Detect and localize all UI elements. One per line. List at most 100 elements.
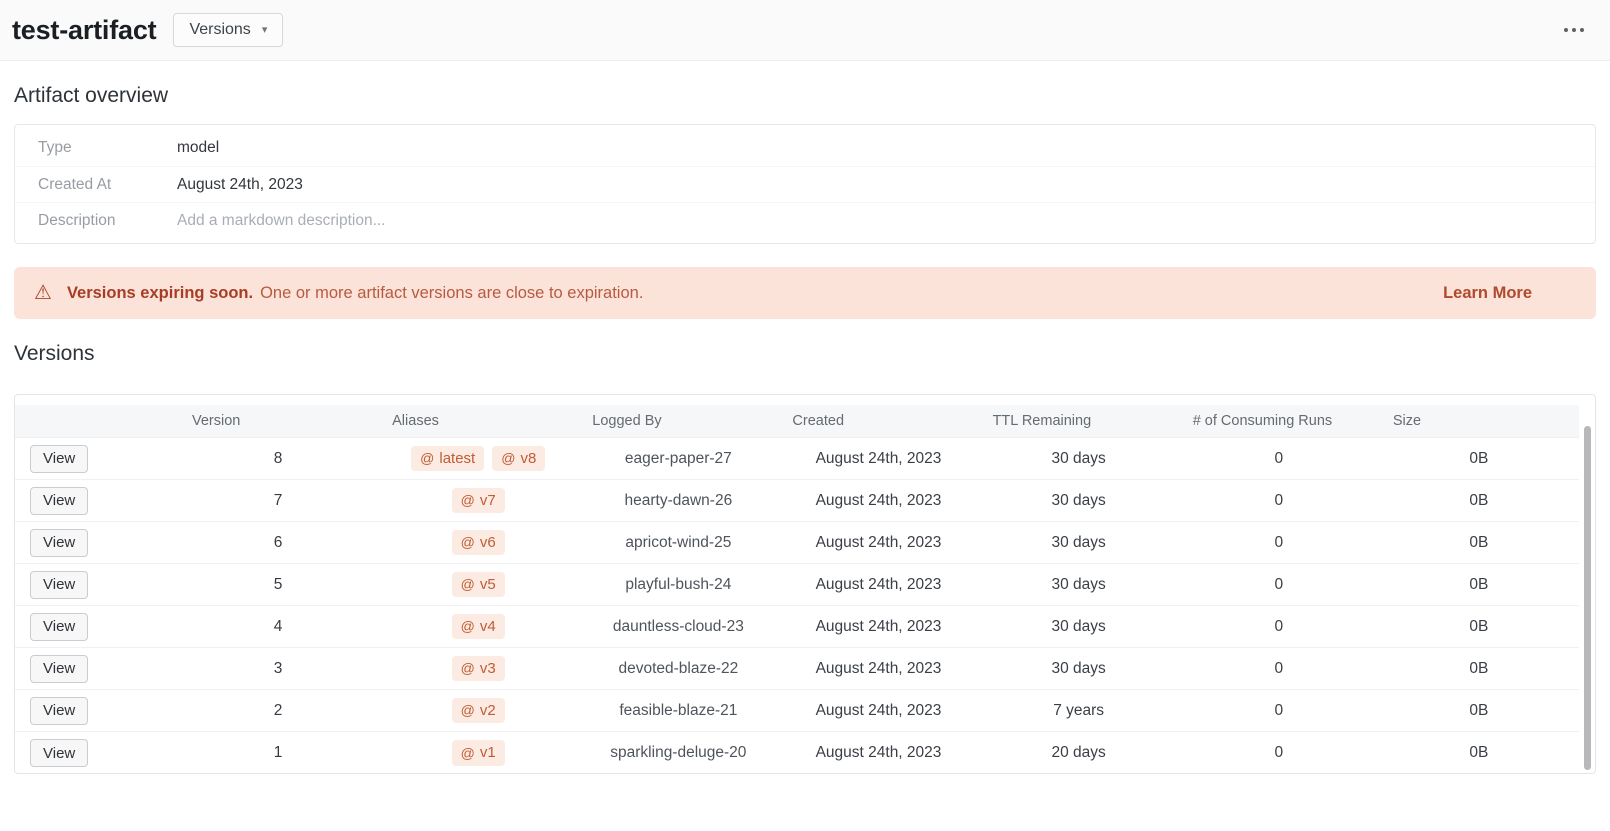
banner-title: Versions expiring soon. <box>66 283 254 302</box>
column-header-consuming-runs: # of Consuming Runs <box>1192 413 1333 429</box>
size-cell: 0B <box>1469 744 1489 761</box>
chevron-down-icon: ▾ <box>261 23 268 36</box>
view-button[interactable]: View <box>30 739 89 767</box>
table-row: View 3 @ v3 devoted-blaze-22 August 24th,… <box>15 648 1579 690</box>
version-cell: 6 <box>273 533 283 551</box>
table-scrollbar[interactable] <box>1584 426 1591 770</box>
type-label: Type <box>38 139 72 156</box>
alias-tag[interactable]: @ v5 <box>451 571 505 598</box>
table-body: View 8 @ latest @ v8 eager-paper-27 August… <box>15 438 1579 774</box>
size-cell: 0B <box>1469 533 1489 551</box>
at-icon: @ <box>460 576 475 593</box>
size-cell: 0B <box>1469 701 1489 719</box>
logged-by-run-link[interactable]: dauntless-cloud-23 <box>612 617 744 635</box>
logged-by-run-link[interactable]: playful-bush-24 <box>625 575 732 593</box>
at-icon: @ <box>460 702 475 719</box>
created-cell: August 24th, 2023 <box>815 449 942 467</box>
consuming-runs-cell: 0 <box>1274 533 1284 551</box>
created-at-label: Created At <box>38 175 112 193</box>
consuming-runs-cell: 0 <box>1274 744 1284 761</box>
size-cell: 0B <box>1469 617 1489 635</box>
view-button[interactable]: View <box>30 612 89 641</box>
ttl-cell: 30 days <box>1051 491 1106 509</box>
expiring-warning-banner: ⚠ Versions expiring soon. One or more ar… <box>14 267 1596 319</box>
column-header-version: Version <box>192 413 241 429</box>
consuming-runs-cell: 0 <box>1274 575 1284 593</box>
created-cell: August 24th, 2023 <box>815 533 942 551</box>
overflow-menu-icon[interactable] <box>1562 20 1586 40</box>
version-cell: 8 <box>273 449 283 467</box>
consuming-runs-cell: 0 <box>1274 701 1284 719</box>
alias-tag[interactable]: @ latest <box>411 445 485 472</box>
logged-by-run-link[interactable]: hearty-dawn-26 <box>624 491 733 509</box>
consuming-runs-cell: 0 <box>1274 617 1284 635</box>
aliases-cell: @ v1 <box>378 740 578 766</box>
created-at-value: August 24th, 2023 <box>177 175 303 193</box>
aliases-cell: @ v2 <box>378 697 578 724</box>
size-cell: 0B <box>1469 659 1489 677</box>
alias-tag[interactable]: @ v4 <box>451 613 505 640</box>
column-header-logged-by: Logged By <box>592 413 662 429</box>
ttl-cell: 30 days <box>1051 449 1106 467</box>
column-header-created: Created <box>792 413 845 429</box>
created-cell: August 24th, 2023 <box>815 659 942 677</box>
logged-by-run-link[interactable]: devoted-blaze-22 <box>618 659 739 677</box>
size-cell: 0B <box>1469 449 1489 467</box>
logged-by-run-link[interactable]: sparkling-deluge-20 <box>610 744 747 761</box>
alias-tag[interactable]: @ v8 <box>492 445 546 472</box>
versions-table: Version Aliases Logged By Created TTL Re… <box>14 394 1596 774</box>
consuming-runs-cell: 0 <box>1274 659 1284 677</box>
overview-card: Type model Created At August 24th, 2023 … <box>14 124 1596 244</box>
learn-more-link[interactable]: Learn More <box>1443 283 1532 302</box>
alias-tag[interactable]: @ v1 <box>451 740 505 766</box>
alias-tag[interactable]: @ v7 <box>451 487 505 514</box>
overview-row-created-at: Created At August 24th, 2023 <box>15 166 1595 202</box>
table-row: View 1 @ v1 sparkling-deluge-20 August 24… <box>15 732 1579 774</box>
description-field[interactable]: Add a markdown description... <box>177 211 386 229</box>
ttl-cell: 20 days <box>1051 744 1106 761</box>
logged-by-run-link[interactable]: eager-paper-27 <box>624 449 732 467</box>
alias-tag[interactable]: @ v2 <box>451 697 505 724</box>
version-cell: 4 <box>273 617 283 635</box>
versions-dropdown-button[interactable]: Versions ▾ <box>173 13 284 47</box>
logged-by-run-link[interactable]: feasible-blaze-21 <box>619 701 738 719</box>
logged-by-run-link[interactable]: apricot-wind-25 <box>625 533 732 551</box>
view-button[interactable]: View <box>30 570 89 599</box>
column-header-aliases: Aliases <box>392 413 439 429</box>
at-icon: @ <box>460 660 475 677</box>
alias-tag[interactable]: @ v3 <box>451 655 505 682</box>
table-row: View 6 @ v6 apricot-wind-25 August 24th, … <box>15 522 1579 564</box>
versions-section-title: Versions <box>14 342 95 365</box>
created-cell: August 24th, 2023 <box>815 744 942 761</box>
view-button[interactable]: View <box>30 444 89 473</box>
version-cell: 5 <box>273 575 283 593</box>
view-button[interactable]: View <box>30 696 89 725</box>
view-button[interactable]: View <box>30 654 89 683</box>
at-icon: @ <box>460 744 475 761</box>
warning-icon: ⚠ <box>34 282 52 304</box>
at-icon: @ <box>460 618 475 635</box>
view-button[interactable]: View <box>30 486 89 515</box>
type-value: model <box>177 139 220 156</box>
view-button[interactable]: View <box>30 528 89 557</box>
at-icon: @ <box>460 492 475 509</box>
versions-dropdown-label: Versions <box>189 21 251 38</box>
size-cell: 0B <box>1469 575 1489 593</box>
overview-row-description: Description Add a markdown description..… <box>15 202 1595 238</box>
version-cell: 7 <box>273 491 283 509</box>
aliases-cell: @ latest @ v8 <box>378 445 578 472</box>
table-row: View 5 @ v5 playful-bush-24 August 24th, … <box>15 564 1579 606</box>
ttl-cell: 30 days <box>1051 533 1106 551</box>
table-row: View 2 @ v2 feasible-blaze-21 August 24th… <box>15 690 1579 732</box>
aliases-cell: @ v3 <box>378 655 578 682</box>
table-header-row: Version Aliases Logged By Created TTL Re… <box>15 405 1579 438</box>
ttl-cell: 30 days <box>1051 617 1106 635</box>
aliases-cell: @ v5 <box>378 571 578 598</box>
page-title: test-artifact <box>12 14 157 45</box>
alias-tag[interactable]: @ v6 <box>451 529 505 556</box>
consuming-runs-cell: 0 <box>1274 491 1284 509</box>
table-row: View 8 @ latest @ v8 eager-paper-27 August… <box>15 438 1579 480</box>
description-label: Description <box>38 211 116 229</box>
ttl-cell: 30 days <box>1051 659 1106 677</box>
overview-row-type: Type model <box>15 130 1595 166</box>
